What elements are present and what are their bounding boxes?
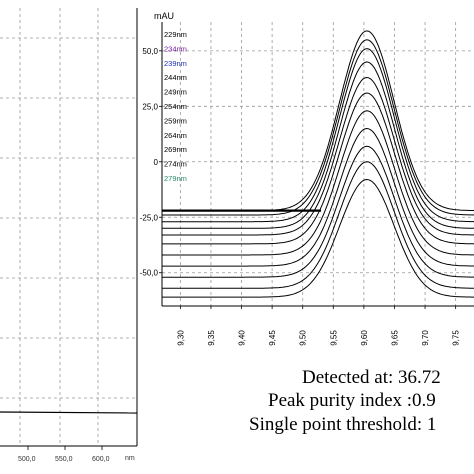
left-x-tick-label: 500,0 [18, 456, 36, 463]
series-line [162, 146, 474, 277]
peak-purity-readout: Peak purity index :0.9 [268, 390, 436, 411]
right-x-tick-label: 9,75 [452, 330, 461, 346]
series-line [162, 129, 474, 267]
series-label: 249nm [164, 88, 187, 97]
right-y-tick-label: 25,0 [142, 102, 158, 111]
right-x-ticks: 9,30 9,35 9,40 9,45 9,50 9,55 9,60 9,65 9,70 9,75 [176, 306, 460, 346]
right-x-tick-label: 9,55 [329, 330, 338, 346]
series-label: 269nm [164, 145, 187, 154]
right-y-tick-label: 50,0 [142, 47, 158, 56]
series-label: 279nm [164, 174, 187, 183]
right-x-tick-label: 9,30 [176, 330, 185, 346]
left-x-ticks: 500,0 550,0 600,0 [18, 446, 110, 463]
series-label: 229nm [164, 30, 187, 39]
series-line [162, 40, 474, 215]
series-label: 239nm [164, 59, 187, 68]
left-x-unit: nm [125, 455, 135, 462]
series-label: 254nm [164, 102, 187, 111]
series-label: 274nm [164, 160, 187, 169]
right-x-tick-label: 9,35 [207, 330, 216, 346]
right-y-tick-label: -25,0 [140, 213, 159, 222]
series-line [162, 31, 474, 211]
y-axis-unit: mAU [154, 11, 174, 21]
series-label: 259nm [164, 116, 187, 125]
left-spectrum-trace [0, 412, 137, 413]
right-x-tick-label: 9,60 [360, 330, 369, 346]
right-y-tick-label: -50,0 [140, 269, 159, 278]
right-x-tick-label: 9,50 [299, 330, 308, 346]
right-x-tick-label: 9,45 [268, 330, 277, 346]
left-x-tick-label: 600,0 [92, 456, 110, 463]
series-label: 234nm [164, 44, 187, 53]
right-x-tick-label: 9,65 [390, 330, 399, 346]
left-grid [0, 8, 137, 446]
right-x-tick-label: 9,40 [238, 330, 247, 346]
right-chromatogram-panel: mAU 50,0 25,0 0 -25,0 -50,0 9,30 9,35 9,40 9,45… [140, 11, 474, 346]
right-x-tick-label: 9,70 [421, 330, 430, 346]
series-labels: 229nm 234nm 239nm 244nm 249nm 254nm 259nm 264nm… [164, 30, 187, 183]
right-y-tick-label: 0 [154, 158, 159, 167]
series-lines [162, 31, 474, 297]
left-spectrum-panel: 500,0 550,0 600,0 nm [0, 8, 137, 463]
series-label: 264nm [164, 131, 187, 140]
detected-at-readout: Detected at: 36.72 [302, 367, 441, 388]
series-line [162, 111, 474, 255]
series-label: 244nm [164, 73, 187, 82]
right-y-ticks: 50,0 25,0 0 -25,0 -50,0 [140, 47, 162, 278]
single-point-threshold-readout: Single point threshold: 1 [249, 414, 436, 435]
left-x-tick-label: 550,0 [55, 456, 73, 463]
